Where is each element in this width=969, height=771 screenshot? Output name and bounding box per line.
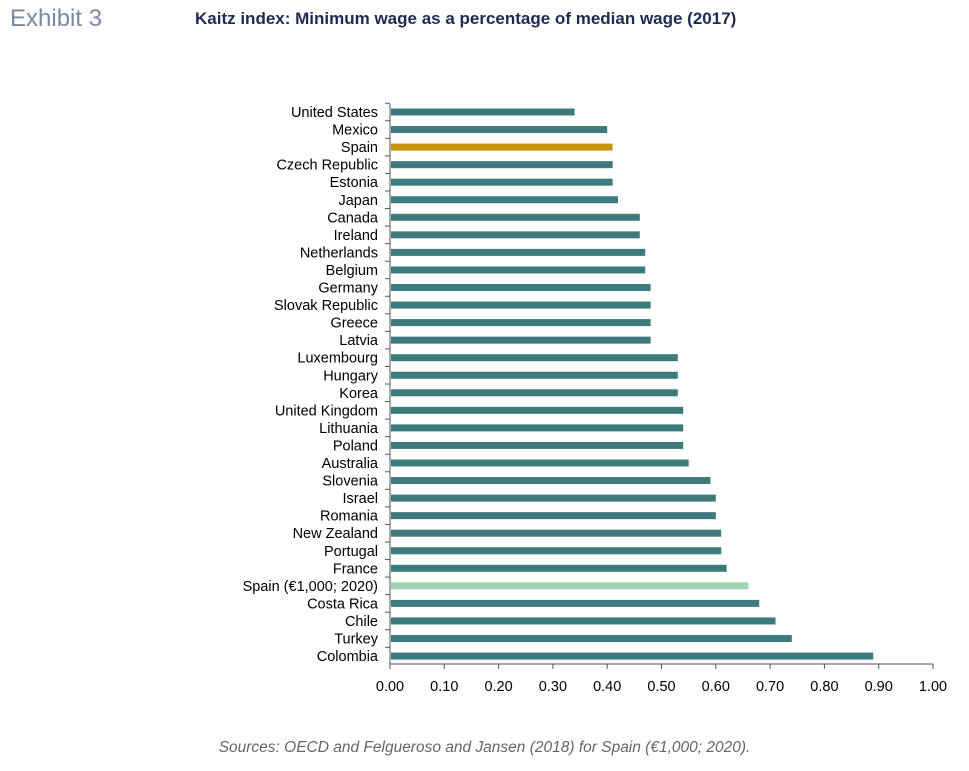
bar-poland (391, 441, 684, 449)
x-tick-label: 0.80 (810, 679, 838, 695)
category-label-israel: Israel (343, 491, 378, 507)
bar-luxembourg (391, 354, 678, 362)
bar-estonia (391, 178, 613, 186)
category-label-chile: Chile (345, 614, 378, 630)
x-tick-label: 0.20 (484, 679, 512, 695)
category-label-hungary: Hungary (323, 368, 379, 384)
bar-lithuania (391, 424, 684, 432)
category-label-luxembourg: Luxembourg (297, 351, 378, 367)
x-tick-label: 0.70 (756, 679, 784, 695)
x-tick-label: 1.00 (919, 679, 947, 695)
x-tick-labels: 0.00 0.10 0.20 0.30 0.40 0.50 0.60 0.70 0.80 0.90… (376, 679, 947, 695)
category-label-poland: Poland (333, 438, 378, 454)
category-label-belgium: Belgium (326, 263, 378, 279)
category-label-slovenia: Slovenia (322, 474, 379, 490)
category-label-estonia: Estonia (330, 175, 379, 191)
bar-latvia (391, 336, 651, 344)
category-label-australia: Australia (322, 456, 379, 472)
bar-spain-1-000-2020 (391, 582, 749, 590)
category-label-slovak-republic: Slovak Republic (274, 298, 378, 314)
x-tick-label: 0.90 (865, 679, 893, 695)
bar-spain (391, 143, 613, 151)
category-label-korea: Korea (339, 386, 379, 402)
bar-israel (391, 494, 716, 502)
axes (385, 102, 934, 669)
category-label-united-states: United States (291, 105, 378, 121)
x-tick-label: 0.60 (702, 679, 730, 695)
x-tick-label: 0.10 (430, 679, 458, 695)
bar-canada (391, 213, 640, 221)
bar-colombia (391, 652, 874, 660)
bar-united-states (391, 108, 575, 116)
bar-korea (391, 389, 678, 397)
category-label-japan: Japan (338, 193, 378, 209)
category-label-czech-republic: Czech Republic (276, 158, 378, 174)
bar-romania (391, 512, 716, 520)
category-label-greece: Greece (330, 316, 378, 332)
category-label-spain-1-000-2020: Spain (€1,000; 2020) (243, 579, 378, 595)
category-label-turkey: Turkey (334, 632, 379, 648)
bar-czech-republic (391, 161, 613, 169)
chart-title: Kaitz index: Minimum wage as a percentag… (195, 9, 737, 28)
category-label-germany: Germany (318, 281, 378, 297)
exhibit-label: Exhibit 3 (10, 5, 103, 32)
category-label-romania: Romania (320, 509, 379, 525)
bar-group (391, 108, 874, 660)
category-label-colombia: Colombia (317, 649, 379, 665)
bar-greece (391, 319, 651, 327)
category-label-new-zealand: New Zealand (293, 526, 378, 542)
x-tick-label: 0.00 (376, 679, 404, 695)
x-tick-label: 0.40 (593, 679, 621, 695)
category-label-netherlands: Netherlands (300, 245, 378, 261)
x-tick-label: 0.30 (539, 679, 567, 695)
bar-portugal (391, 547, 722, 555)
category-label-canada: Canada (327, 210, 379, 226)
category-label-france: France (333, 561, 378, 577)
category-label-costa-rica: Costa Rica (307, 596, 379, 612)
bar-united-kingdom (391, 406, 684, 414)
bar-france (391, 564, 727, 572)
category-label-mexico: Mexico (332, 123, 378, 139)
bar-germany (391, 284, 651, 291)
category-label-lithuania: Lithuania (319, 421, 379, 437)
source-note: Sources: OECD and Felgueroso and Jansen … (218, 739, 751, 756)
bar-netherlands (391, 248, 646, 256)
bar-slovenia (391, 477, 711, 485)
x-tick-label: 0.50 (647, 679, 675, 695)
bar-australia (391, 459, 689, 467)
bar-ireland (391, 231, 640, 239)
bar-new-zealand (391, 529, 722, 537)
bar-japan (391, 196, 619, 204)
bar-hungary (391, 371, 678, 379)
category-label-spain: Spain (341, 140, 378, 156)
bar-costa-rica (391, 599, 760, 607)
bar-turkey (391, 635, 792, 642)
category-label-united-kingdom: United Kingdom (275, 403, 378, 419)
category-label-portugal: Portugal (324, 544, 378, 560)
bar-slovak-republic (391, 301, 651, 309)
category-label-latvia: Latvia (339, 333, 379, 349)
bar-mexico (391, 126, 608, 134)
category-label-ireland: Ireland (334, 228, 378, 244)
bar-chile (391, 617, 776, 625)
bar-belgium (391, 266, 646, 274)
